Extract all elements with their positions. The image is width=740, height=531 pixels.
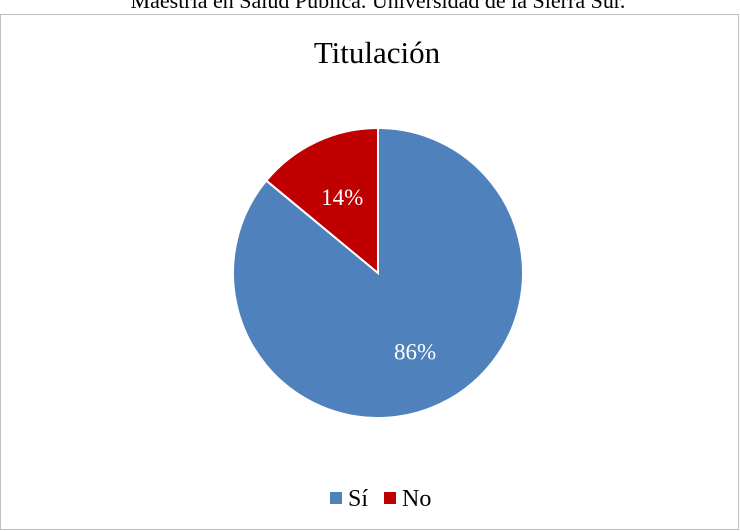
pie-slices: [232, 126, 524, 419]
chart-title: Titulación: [314, 35, 441, 70]
legend-label-no: No: [402, 486, 431, 512]
legend-item-no: No: [384, 486, 431, 512]
legend-label-si: Sí: [348, 486, 368, 512]
legend-swatch-si: [330, 492, 342, 504]
legend-item-si: Sí: [330, 486, 368, 512]
chart-caption: Maestría en Salud Pública. Universidad d…: [131, 0, 626, 13]
legend-swatch-no: [384, 492, 396, 504]
pie-data-labels: 86% 14%: [321, 185, 436, 365]
data-label-no: 14%: [321, 185, 363, 210]
pie-slice-no: [264, 126, 379, 276]
legend: Sí No: [330, 486, 431, 512]
data-label-si: 86%: [394, 340, 436, 365]
